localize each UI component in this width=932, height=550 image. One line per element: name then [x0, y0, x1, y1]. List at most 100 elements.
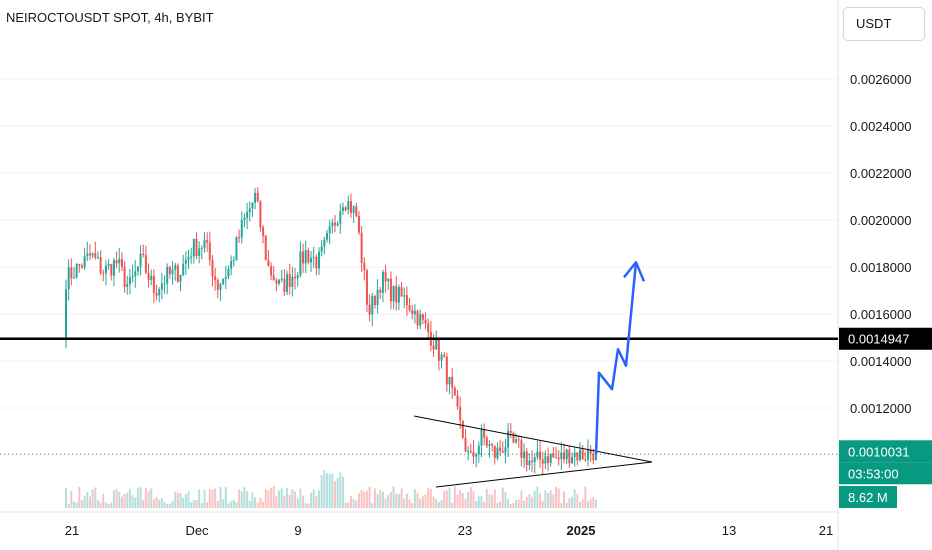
candle-body [296, 275, 299, 279]
volume-bar [547, 492, 550, 508]
last-price-label: 0.0010031 [848, 444, 909, 459]
candle-body [283, 278, 286, 293]
volume-bar [568, 498, 571, 508]
candle-body [107, 263, 110, 266]
volume-bar [99, 502, 102, 508]
volume-bar [360, 489, 363, 508]
candle-body [413, 310, 416, 315]
level-price-label: 0.0014947 [848, 332, 909, 347]
volume-bar [389, 491, 392, 508]
volume-bar [222, 499, 225, 508]
candle-body [128, 277, 131, 285]
volume-bar [224, 486, 227, 508]
chart-title: NEIROCTOUSDT SPOT, 4h, BYBIT [6, 10, 214, 25]
candle-body [147, 272, 150, 281]
candle-body [163, 283, 166, 285]
volume-bar [480, 495, 483, 508]
volume-bar [136, 488, 139, 508]
candle-body [587, 449, 590, 460]
candle-body [416, 310, 419, 326]
volume-bar [499, 501, 502, 508]
volume-bar [302, 495, 305, 508]
volume-bar [563, 491, 566, 508]
candle-body [488, 444, 491, 446]
candle-body [475, 454, 478, 457]
volume-label-bg [839, 486, 897, 508]
candle-body [288, 274, 291, 287]
candle-body [195, 238, 198, 257]
candle-body [238, 236, 241, 238]
volume-bar [461, 492, 464, 508]
candle-body [552, 453, 555, 458]
candle-body [400, 287, 403, 297]
volume-bar [238, 489, 241, 508]
volume-bar [171, 500, 174, 508]
candle-body [331, 222, 334, 227]
candle-body [294, 276, 297, 279]
candle-body [264, 235, 267, 261]
volume-bar [331, 473, 334, 508]
volume-bar [403, 498, 406, 508]
volume-bar [349, 495, 352, 508]
candle-body [182, 263, 185, 275]
candle-body [158, 289, 161, 296]
volume-bar [307, 503, 310, 508]
volume-bar [589, 498, 592, 508]
candle-body [568, 449, 571, 464]
candle-body [525, 451, 528, 466]
volume-bar [555, 486, 558, 508]
candle-body [254, 192, 257, 203]
volume-bar [280, 488, 283, 508]
y-tick-label: 0.0012000 [850, 401, 911, 416]
candle-body [312, 256, 315, 258]
candle-body [555, 457, 558, 459]
volume-bar [176, 492, 179, 508]
candle-body [110, 263, 113, 276]
candle-body [166, 267, 169, 284]
x-tick-label: 9 [294, 523, 301, 538]
candle-body [544, 456, 547, 464]
y-tick-label: 0.0026000 [850, 72, 911, 87]
candle-body [142, 253, 145, 255]
candle-body [573, 452, 576, 458]
volume-bar [347, 502, 350, 508]
volume-bar [429, 489, 432, 508]
candle-body [259, 201, 262, 228]
volume-bar [496, 502, 499, 508]
volume-bar [104, 502, 107, 508]
candle-body [80, 265, 83, 268]
volume-bar [469, 487, 472, 508]
volume-bar [203, 489, 206, 508]
currency-selector[interactable]: USDT [843, 7, 925, 41]
volume-bar [163, 501, 166, 508]
candle-body [75, 263, 78, 278]
volume-bar [373, 488, 376, 508]
candle-body [219, 284, 222, 290]
volume-bar [520, 490, 523, 508]
volume-bar [254, 497, 257, 508]
candle-body [387, 278, 390, 282]
candle-body [427, 323, 430, 332]
candle-body [168, 267, 171, 275]
candle-body [357, 216, 360, 233]
volume-bar [211, 489, 214, 508]
candle-body [224, 276, 227, 279]
candle-body [262, 227, 265, 236]
candle-body [299, 251, 302, 276]
volume-bar [235, 502, 238, 508]
volume-bar [88, 496, 91, 508]
volume-bar [541, 500, 544, 508]
volume-bar [576, 493, 579, 508]
volume-bar [155, 496, 158, 508]
volume-bar [296, 498, 299, 508]
volume-bar [419, 498, 422, 508]
candle-body [384, 271, 387, 282]
candle-body [99, 257, 102, 273]
candle-body [227, 268, 230, 277]
volume-bar [147, 491, 150, 508]
volume-bar [291, 489, 294, 508]
candle-body [440, 354, 443, 361]
candle-body [443, 354, 446, 357]
candle-body [246, 211, 249, 218]
